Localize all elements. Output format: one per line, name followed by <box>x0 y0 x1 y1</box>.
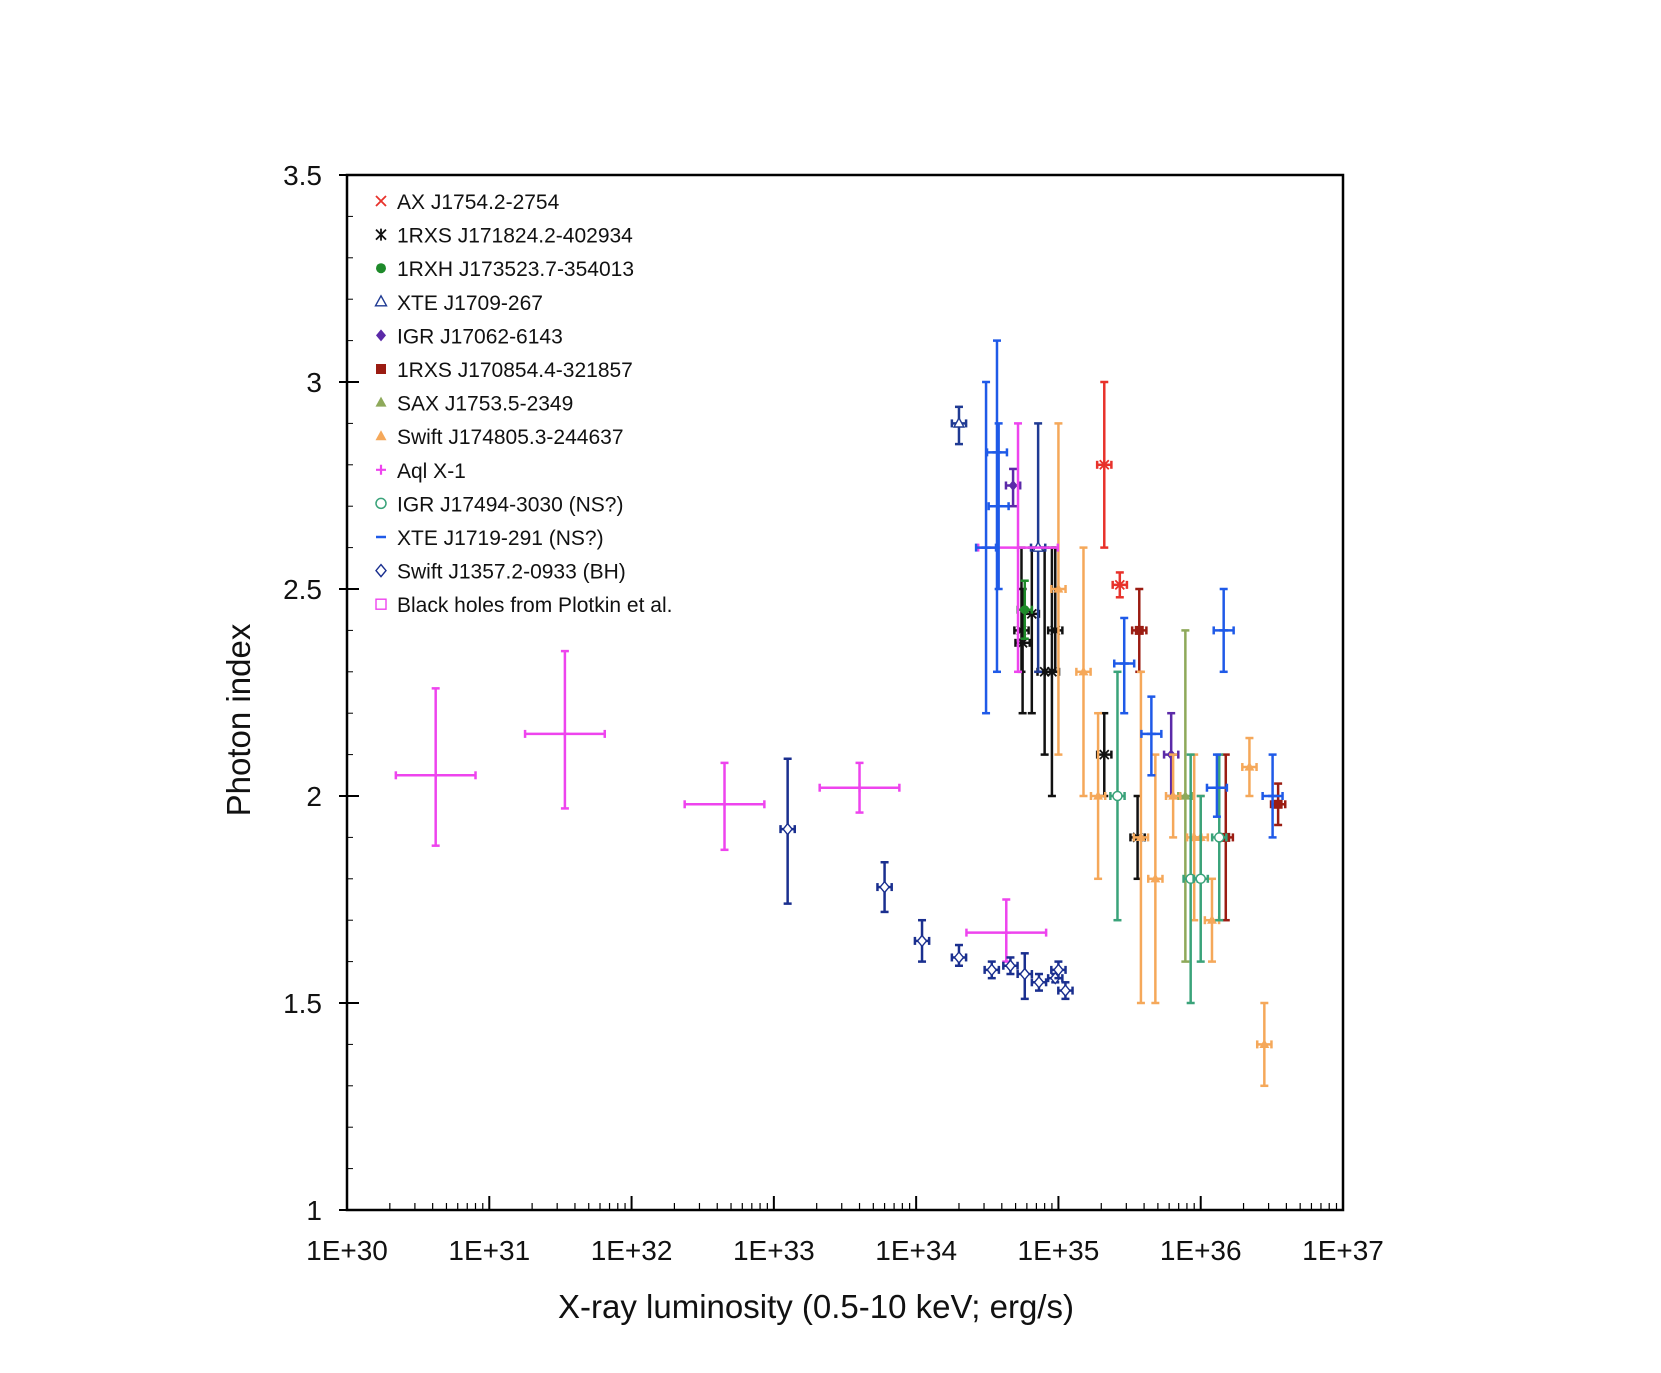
x-tick-label: 1E+30 <box>306 1235 388 1266</box>
legend-label: AX J1754.2-2754 <box>397 191 560 214</box>
x-tick-label: 1E+34 <box>875 1235 957 1266</box>
legend-label: Aql X-1 <box>397 460 466 483</box>
data-point <box>1093 790 1104 800</box>
legend-marker <box>375 396 387 407</box>
series-7 <box>1050 422 1273 1088</box>
data-point <box>986 963 998 977</box>
legend-label: 1RXS J171824.2-402934 <box>397 225 633 248</box>
data-point <box>953 950 965 964</box>
data-point <box>1033 975 1045 989</box>
data-point <box>720 799 730 809</box>
y-tick-label: 3.5 <box>283 160 322 191</box>
y-tick-label: 2.5 <box>283 574 322 605</box>
series-0 <box>1095 380 1129 599</box>
legend-marker <box>375 598 387 610</box>
x-tick-label: 1E+32 <box>591 1235 673 1266</box>
legend-marker <box>375 228 387 241</box>
data-point <box>916 934 928 948</box>
legend-label: Swift J1357.2-0933 (BH) <box>397 561 626 584</box>
y-tick-label: 3 <box>306 367 322 398</box>
x-tick-label: 1E+37 <box>1302 1235 1384 1266</box>
data-point <box>1214 832 1225 843</box>
legend-label: Swift J174805.3-244637 <box>397 426 624 449</box>
data-point <box>879 880 890 894</box>
x-axis-title: X-ray luminosity (0.5-10 keV; erg/s) <box>558 1288 1074 1325</box>
data-point <box>1099 459 1110 470</box>
legend-marker <box>376 329 386 342</box>
series-8 <box>394 422 1060 963</box>
legend-label: Black holes from Plotkin et al. <box>397 594 672 617</box>
legend: AX J1754.2-2754 1RXS J171824.2-402934 1RXH… <box>374 191 672 617</box>
series-11 <box>779 757 1074 1001</box>
data-point <box>1005 959 1016 973</box>
data-point <box>1019 967 1031 981</box>
legend-marker <box>375 563 387 578</box>
legend-marker <box>375 497 387 510</box>
data-point <box>1180 790 1191 800</box>
data-point <box>1207 914 1217 924</box>
data-point <box>431 770 441 780</box>
legend-marker <box>375 430 387 441</box>
data-point <box>1078 666 1089 676</box>
plot-area-background <box>347 175 1343 1210</box>
x-tick-label: 1E+31 <box>448 1235 530 1266</box>
data-point <box>1053 963 1064 977</box>
y-tick-label: 1.5 <box>283 988 322 1019</box>
data-point <box>782 822 794 836</box>
data-point <box>1244 761 1255 771</box>
data-point <box>1001 928 1011 938</box>
data-point <box>560 729 570 739</box>
legend-label: IGR J17494-3030 (NS?) <box>397 493 623 516</box>
data-point <box>1060 984 1071 998</box>
x-tick-label: 1E+33 <box>733 1235 815 1266</box>
data-point <box>1259 1039 1270 1048</box>
legend-label: XTE J1709-267 <box>397 292 543 315</box>
legend-marker <box>376 364 386 374</box>
y-tick-label: 2 <box>306 781 322 812</box>
data-point <box>1273 799 1283 809</box>
y-axis-title: Photon index <box>220 623 257 816</box>
data-point <box>1195 873 1206 885</box>
legend-label: 1RXH J173523.7-354013 <box>397 258 634 281</box>
data-point <box>1008 480 1018 491</box>
x-tick-label: 1E+35 <box>1018 1235 1100 1266</box>
series-10 <box>974 339 1284 839</box>
data-point <box>1020 605 1030 615</box>
legend-marker <box>376 464 386 475</box>
data-point <box>1013 543 1023 553</box>
data-point <box>1099 749 1110 760</box>
legend-marker <box>375 195 387 207</box>
data-point <box>1135 832 1146 841</box>
data-point <box>855 783 865 793</box>
data-point <box>1114 579 1125 590</box>
data-point <box>1150 873 1161 883</box>
legend-label: XTE J1719-291 (NS?) <box>397 527 604 550</box>
data-point <box>1053 583 1064 593</box>
series-9 <box>1109 670 1228 1005</box>
data-point <box>1134 625 1144 635</box>
y-tick-label: 1 <box>306 1195 322 1226</box>
plot-frame <box>345 173 1345 1212</box>
data-layer <box>394 339 1287 1088</box>
legend-label: 1RXS J170854.4-321857 <box>397 359 633 382</box>
data-point <box>1112 790 1123 802</box>
legend-marker <box>376 263 386 274</box>
x-axis-ticks: 1E+30 1E+31 1E+32 1E+33 1E+34 1E+35 1E+36 1E+37 <box>306 1196 1384 1266</box>
legend-label: SAX J1753.5-2349 <box>397 393 573 416</box>
legend-label: IGR J17062-6143 <box>397 325 563 348</box>
data-point <box>1168 790 1179 800</box>
data-point <box>952 416 966 428</box>
legend-marker <box>374 294 388 307</box>
x-tick-label: 1E+36 <box>1160 1235 1242 1266</box>
